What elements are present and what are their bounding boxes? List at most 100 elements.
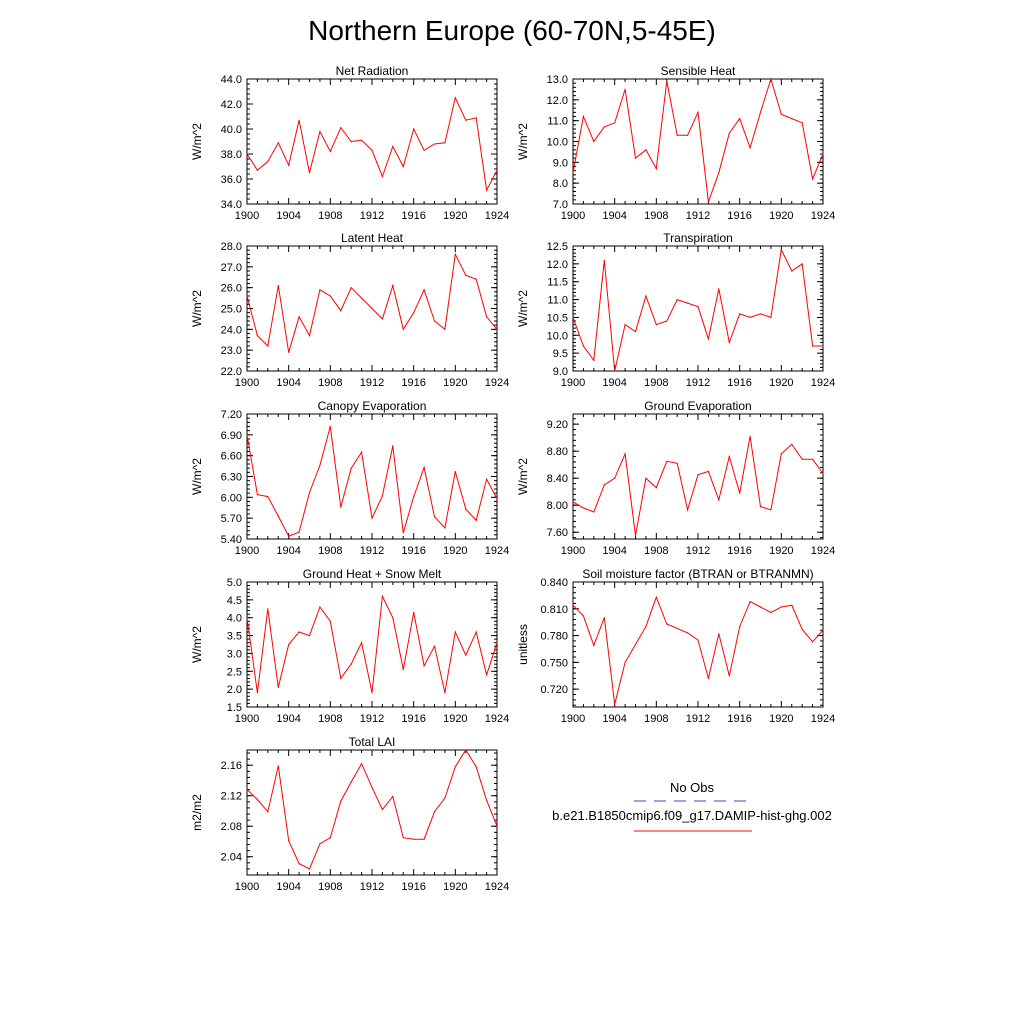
panel-6-data-point <box>645 477 647 479</box>
panel-5-data-point <box>496 498 498 500</box>
panel-3-ytick-label: 22.0 <box>221 366 242 378</box>
panel-1-data-point <box>340 127 342 129</box>
panel-6-data-point <box>822 472 824 475</box>
panel-4-data-point <box>822 345 824 347</box>
panel-2-data-point <box>749 147 751 149</box>
panel-7-data-point <box>267 608 269 610</box>
panel-3-data-point <box>350 287 352 289</box>
panel-3-ytick-label: 27.0 <box>221 262 242 274</box>
panel-7-data-point <box>277 686 279 689</box>
panel-7-data-point <box>329 620 331 622</box>
panel-9-data-point <box>256 798 258 801</box>
panel-9-xtick-label: 1912 <box>360 881 384 893</box>
panel-2-series-line <box>572 77 824 203</box>
panel-3-data-point <box>246 295 248 297</box>
panel-1-ytick-label: 42.0 <box>221 99 242 111</box>
panel-5-ytick-label: 6.90 <box>221 430 242 442</box>
panel-9-ytick-label: 2.16 <box>221 760 242 772</box>
panel-5-data-point <box>475 519 477 521</box>
panel-4-ytick-label: 12.5 <box>547 241 568 253</box>
panel-5-data-point <box>381 495 383 497</box>
panel-5: Canopy Evaporation W/m^2 1900 1904 1908 1912 1… <box>190 399 509 557</box>
panel-8-data-point <box>770 611 772 614</box>
panel-9-title: Total LAI <box>349 735 396 749</box>
panel-4-data-point <box>676 299 678 301</box>
panel-2-data-point <box>759 111 762 113</box>
panel-5-data-point <box>267 496 269 498</box>
panel-9: Total LAI m2/m2 1900 1904 1908 1912 1916 1920 19… <box>190 735 509 893</box>
panel-8-data-point <box>822 629 824 631</box>
panel-7-ytick-label: 3.5 <box>227 631 242 643</box>
panel-4-xtick-label: 1916 <box>727 377 751 389</box>
panel-2-data-point <box>676 134 678 136</box>
panels-group: Net Radiation W/m^2 1900 1904 1908 1912 1916 19… <box>190 64 835 893</box>
panel-5-xtick-label: 1900 <box>235 545 259 557</box>
panel-8-data-point <box>687 632 689 634</box>
panel-7-ytick-label: 4.0 <box>227 613 242 625</box>
panel-4-data-point <box>770 316 772 318</box>
panel-7-data-point <box>444 692 446 694</box>
panel-2-data-point <box>707 201 710 203</box>
panel-2-data-point <box>645 149 647 151</box>
panel-5-data-point <box>433 516 436 518</box>
panel-3-data-point <box>361 297 363 299</box>
panel-5-xtick-label: 1916 <box>401 545 425 557</box>
panel-5-data-point <box>288 535 290 537</box>
panel-9-ytick-label: 2.08 <box>221 821 242 833</box>
panel-3-data-point <box>298 316 300 318</box>
panel-5-data-point <box>308 491 311 494</box>
panel-9-data-point <box>267 811 269 813</box>
panel-5-data-point <box>423 466 425 469</box>
panel-6-data-point <box>707 470 710 472</box>
panel-8-data-point <box>582 615 585 617</box>
panel-2-frame <box>572 78 824 205</box>
main-title: Northern Europe (60-70N,5-45E) <box>308 15 716 46</box>
panel-6-data-point <box>697 474 699 476</box>
panel-4-data-point <box>718 288 720 290</box>
panel-2-data-point <box>634 157 637 159</box>
panel-6-data-point <box>718 499 720 501</box>
panel-7-data-point <box>433 645 436 647</box>
panel-2-data-point <box>822 153 824 155</box>
panel-9-data-point <box>392 795 394 798</box>
panel-2-ytick-label: 13.0 <box>547 74 568 86</box>
panel-9-data-point <box>381 808 383 811</box>
panel-2-xtick-label: 1912 <box>686 210 710 222</box>
panel-5-data-point <box>402 532 404 534</box>
panel-5-data-point <box>350 467 352 469</box>
panel-1-data-point <box>496 169 498 171</box>
panel-2-data-point <box>614 122 616 124</box>
panel-3-xtick-label: 1916 <box>401 377 425 389</box>
panel-8-data-point <box>603 617 605 619</box>
panel-6-data-point <box>634 535 637 537</box>
panel-3-data-point <box>267 345 269 347</box>
panel-5-xtick-label: 1920 <box>443 545 467 557</box>
panel-5-ytick-label: 6.60 <box>221 451 242 463</box>
panel-8-ytick-label: 0.810 <box>540 604 568 616</box>
panel-4-xtick-label: 1900 <box>561 377 585 389</box>
panel-1-xtick-label: 1904 <box>276 210 300 222</box>
panel-6-data-point <box>624 453 626 455</box>
panel-8-ytick-label: 0.750 <box>540 657 568 669</box>
panel-2-data-point <box>791 118 793 120</box>
panel-8-data-point <box>791 604 793 606</box>
panel-8-data-point <box>614 703 616 705</box>
panel-2-data-point <box>739 118 741 120</box>
panel-8: Soil moisture factor (BTRAN or BTRANMN) u… <box>516 567 835 725</box>
panel-8-xtick-label: 1924 <box>811 713 835 725</box>
panel-3-title: Latent Heat <box>341 231 404 245</box>
panel-8-ytick-label: 0.720 <box>540 684 568 696</box>
panel-7-data-point <box>308 635 311 637</box>
panel-3-data-point <box>371 307 373 310</box>
panel-4-series-line <box>572 247 823 372</box>
panel-4-data-point <box>759 313 762 315</box>
panel-7-data-point <box>256 692 258 694</box>
panel-5-data-point <box>298 531 300 533</box>
panel-1-data-point <box>319 130 321 133</box>
panel-4-data-point <box>801 263 803 265</box>
panel-4-frame <box>572 245 824 372</box>
panel-3-data-point <box>277 285 279 287</box>
panel-5-data-point <box>454 471 456 473</box>
panel-3-data-point <box>413 312 415 314</box>
panel-1-data-point <box>267 160 269 163</box>
